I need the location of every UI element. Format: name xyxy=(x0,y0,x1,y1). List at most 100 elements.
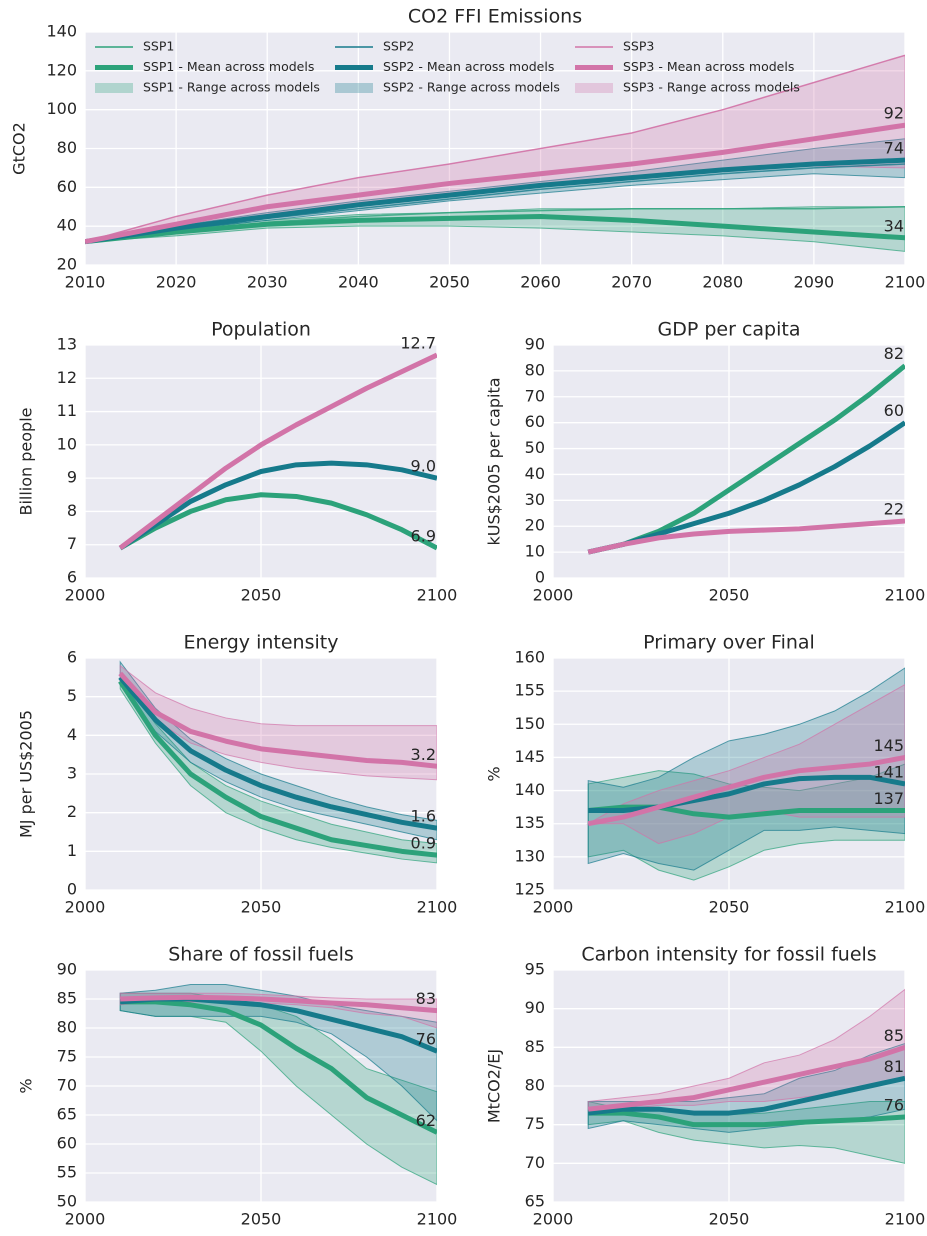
y-axis-label: MJ per US$2005 xyxy=(17,710,36,838)
x-tick-label: 2100 xyxy=(885,1210,926,1229)
y-tick-label: 155 xyxy=(514,681,545,700)
end-label: 60 xyxy=(884,401,904,420)
x-tick-label: 2050 xyxy=(709,1210,750,1229)
y-tick-label: 7 xyxy=(67,534,77,553)
panel: Energy intensity MJ per US$2005 0 1 2 3 4 5 6 200… xyxy=(17,632,458,917)
mean-line xyxy=(118,675,437,831)
end-label: 6.9 xyxy=(411,527,436,546)
y-tick-label: 120 xyxy=(46,60,77,79)
legend-label: SSP1 - Range across models xyxy=(143,80,320,95)
y-tick-label: 75 xyxy=(57,1047,77,1066)
y-tick-label: 70 xyxy=(525,386,545,405)
y-tick-label: 80 xyxy=(57,1018,77,1037)
y-tick-label: 65 xyxy=(525,1192,545,1211)
x-tick-label: 2040 xyxy=(338,273,379,292)
y-tick-label: 65 xyxy=(57,1105,77,1124)
plot-area xyxy=(118,352,437,551)
legend-swatch xyxy=(575,83,613,93)
y-tick-label: 40 xyxy=(57,216,77,235)
model-line xyxy=(85,54,905,243)
y-tick-label: 55 xyxy=(57,1163,77,1182)
plot-area xyxy=(587,988,905,1164)
y-tick-label: 10 xyxy=(57,434,77,453)
y-tick-label: 60 xyxy=(57,1134,77,1153)
mean-line xyxy=(118,492,437,551)
x-tick-label: 2100 xyxy=(417,898,458,917)
y-tick-label: 30 xyxy=(525,490,545,509)
y-axis-label: % xyxy=(485,766,504,781)
end-label: 74 xyxy=(884,139,904,158)
panel: Population Billion people 6 7 8 9 10 11 12 13 2000… xyxy=(17,319,458,605)
x-tick-label: 2000 xyxy=(533,586,574,605)
y-tick-label: 75 xyxy=(525,1114,545,1133)
x-tick-label: 2050 xyxy=(709,586,750,605)
plot-area xyxy=(118,660,437,864)
end-label: 1.6 xyxy=(411,807,436,826)
end-label: 34 xyxy=(884,216,904,235)
end-label: 85 xyxy=(884,1026,904,1045)
x-tick-label: 2000 xyxy=(65,898,106,917)
end-label: 81 xyxy=(884,1057,904,1076)
plot-area xyxy=(119,984,437,1186)
mean-line xyxy=(120,999,437,1135)
x-tick-label: 2050 xyxy=(241,586,282,605)
y-tick-label: 6 xyxy=(67,568,77,587)
chart-title: CO2 FFI Emissions xyxy=(408,6,582,28)
y-tick-label: 145 xyxy=(514,747,545,766)
y-tick-label: 140 xyxy=(46,22,77,41)
end-label: 9.0 xyxy=(411,457,436,476)
end-label: 76 xyxy=(884,1095,904,1114)
x-tick-label: 2100 xyxy=(417,1210,458,1229)
y-tick-label: 90 xyxy=(525,335,545,354)
mean-line xyxy=(120,994,437,1014)
legend-label: SSP1 - Mean across models xyxy=(143,59,314,74)
y-tick-label: 12 xyxy=(57,368,77,387)
panel: CO2 FFI EmissionsGtCO2204060801001201402… xyxy=(10,6,926,292)
panel: Carbon intensity for fossil fuels MtCO2/E… xyxy=(485,944,926,1229)
panel: Share of fossil fuels% 50 55 60 65 70 75 80 85 90… xyxy=(17,944,458,1229)
x-tick-label: 2060 xyxy=(520,273,561,292)
legend-label: SSP2 - Mean across models xyxy=(383,59,554,74)
legend-label: SSP3 - Mean across models xyxy=(623,59,794,74)
x-tick-label: 2100 xyxy=(417,586,458,605)
y-tick-label: 50 xyxy=(525,438,545,457)
y-tick-label: 11 xyxy=(57,401,77,420)
y-tick-label: 20 xyxy=(525,516,545,535)
end-label: 83 xyxy=(416,989,436,1008)
x-tick-label: 2000 xyxy=(533,1210,574,1229)
y-tick-label: 70 xyxy=(57,1076,77,1095)
y-tick-label: 2 xyxy=(67,802,77,821)
mean-line xyxy=(587,1075,905,1116)
mean-line xyxy=(118,679,437,858)
y-tick-label: 10 xyxy=(525,542,545,561)
mean-line xyxy=(118,460,437,551)
end-label: 12.7 xyxy=(400,333,436,352)
x-tick-label: 2000 xyxy=(533,898,574,917)
x-tick-label: 2090 xyxy=(794,273,835,292)
y-tick-label: 85 xyxy=(525,1037,545,1056)
y-tick-label: 6 xyxy=(67,648,77,667)
y-tick-label: 130 xyxy=(514,846,545,865)
x-tick-label: 2080 xyxy=(702,273,743,292)
range-band xyxy=(85,206,905,252)
end-label: 82 xyxy=(884,344,904,363)
mean-line xyxy=(587,1044,905,1112)
y-tick-label: 80 xyxy=(57,138,77,157)
y-tick-label: 60 xyxy=(57,177,77,196)
end-label: 62 xyxy=(416,1111,436,1130)
y-tick-label: 3 xyxy=(67,764,77,783)
y-tick-label: 150 xyxy=(514,714,545,733)
y-tick-label: 1 xyxy=(67,841,77,860)
chart-title: Carbon intensity for fossil fuels xyxy=(581,944,876,966)
legend-label: SSP3 xyxy=(623,39,654,54)
x-tick-label: 2070 xyxy=(611,273,652,292)
legend-swatch xyxy=(335,83,373,93)
chart-title: Population xyxy=(211,319,311,341)
end-label: 0.9 xyxy=(411,834,436,853)
mean-line xyxy=(588,1110,905,1128)
y-tick-label: 90 xyxy=(525,998,545,1017)
range-band xyxy=(119,984,437,1122)
end-label: 141 xyxy=(873,762,904,781)
x-tick-label: 2050 xyxy=(241,1210,282,1229)
